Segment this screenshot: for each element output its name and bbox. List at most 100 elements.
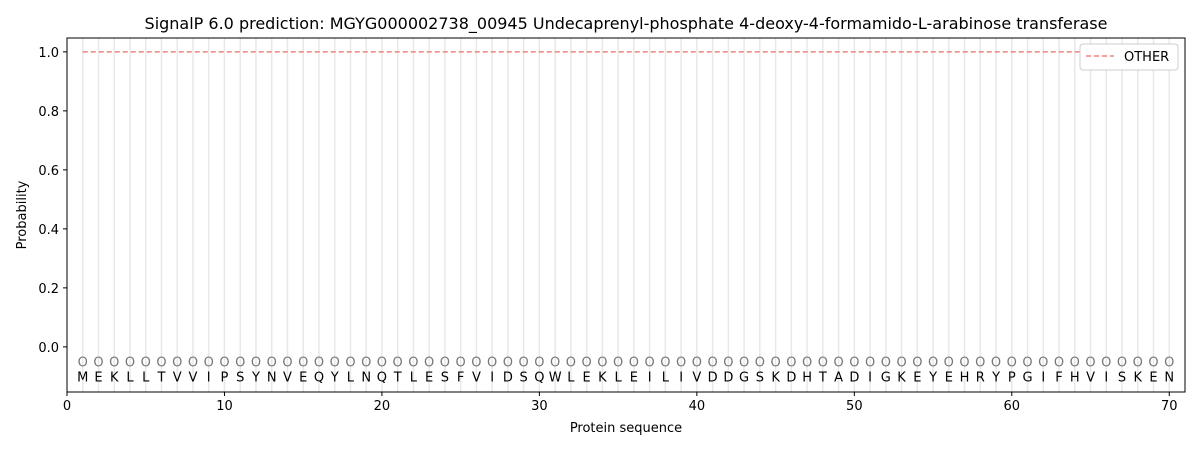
residue-letter: S [236, 370, 244, 385]
residue-label-marker: O [93, 356, 103, 371]
y-tick-label: 0.6 [38, 164, 59, 179]
residue-letter: V [283, 370, 292, 385]
legend-label-other: OTHER [1124, 50, 1169, 65]
residue-label-marker: O [125, 356, 135, 371]
residue-label-marker: O [1054, 356, 1064, 371]
residue-label-marker: O [896, 356, 906, 371]
residue-label-marker: O [1164, 356, 1174, 371]
residue-letter: L [615, 370, 623, 385]
residue-label-marker: O [1085, 356, 1095, 371]
residue-letter: T [157, 370, 166, 385]
residue-letter: Q [534, 370, 544, 385]
residue-label-marker: O [298, 356, 308, 371]
x-tick-label: 70 [1161, 399, 1178, 414]
residue-label-marker: O [267, 356, 277, 371]
x-tick-label: 30 [531, 399, 548, 414]
residue-label-marker: O [503, 356, 513, 371]
residue-letter: K [771, 370, 780, 385]
residue-letter: H [802, 370, 812, 385]
residue-letter: K [897, 370, 906, 385]
residue-letter: I [490, 370, 494, 385]
residue-label-marker: O [393, 356, 403, 371]
residue-letter: E [945, 370, 953, 385]
residue-letter: F [457, 370, 464, 385]
residue-label-marker: O [818, 356, 828, 371]
residue-label-marker: O [1022, 356, 1032, 371]
residue-letter: G [881, 370, 891, 385]
residue-label-marker: O [487, 356, 497, 371]
residue-label-marker: O [550, 356, 560, 371]
residue-letter: I [679, 370, 683, 385]
x-tick-label: 40 [689, 399, 706, 414]
residue-label-marker: O [440, 356, 450, 371]
residue-letter: E [630, 370, 638, 385]
residue-label-marker: O [1101, 356, 1111, 371]
residue-letter: V [472, 370, 481, 385]
residue-letter: V [173, 370, 182, 385]
residue-letter: L [142, 370, 150, 385]
residue-label-marker: O [1007, 356, 1017, 371]
residue-label-marker: O [251, 356, 261, 371]
residue-label-marker: O [566, 356, 576, 371]
residue-label-marker: O [519, 356, 529, 371]
y-axis-label: Probability [15, 180, 30, 249]
residue-label-marker: O [172, 356, 182, 371]
residue-letter: G [739, 370, 749, 385]
residue-letter: S [520, 370, 528, 385]
residue-label-marker: O [613, 356, 623, 371]
chart-title: SignalP 6.0 prediction: MGYG000002738_00… [145, 14, 1108, 34]
residue-label-marker: O [408, 356, 418, 371]
y-tick-label: 1.0 [38, 46, 59, 61]
residue-letter: L [126, 370, 134, 385]
residue-label-marker: O [361, 356, 371, 371]
residue-letter: E [913, 370, 921, 385]
x-tick-label: 10 [216, 399, 233, 414]
residue-letter: L [567, 370, 575, 385]
residue-label-marker: O [1148, 356, 1158, 371]
residue-label-marker: O [377, 356, 387, 371]
residue-label-marker: O [802, 356, 812, 371]
residue-label-marker: O [944, 356, 954, 371]
residue-letter: W [549, 370, 562, 385]
residue-letter: D [503, 370, 513, 385]
residue-letter: I [207, 370, 211, 385]
legend: OTHER [1079, 43, 1179, 71]
residue-letter: E [94, 370, 102, 385]
residue-label-marker: O [676, 356, 686, 371]
residue-letter: L [410, 370, 418, 385]
residue-label-marker: O [141, 356, 151, 371]
residue-letter: T [818, 370, 827, 385]
residue-label-marker: O [78, 356, 88, 371]
residue-letter: E [425, 370, 433, 385]
residue-label-marker: O [912, 356, 922, 371]
residue-letter: I [1041, 370, 1045, 385]
residue-letter: I [868, 370, 872, 385]
residue-label-marker: O [786, 356, 796, 371]
residue-letter: L [662, 370, 670, 385]
residue-letter: H [960, 370, 970, 385]
plot-frame [66, 37, 1186, 393]
residue-letter: M [77, 370, 88, 385]
residue-label-marker: O [456, 356, 466, 371]
residue-letter: V [1086, 370, 1095, 385]
residue-label-marker: O [739, 356, 749, 371]
residue-label-marker: O [345, 356, 355, 371]
residue-label-marker: O [849, 356, 859, 371]
residue-letter: F [1055, 370, 1062, 385]
residue-label-marker: O [156, 356, 166, 371]
residue-letter: S [1118, 370, 1126, 385]
residue-label-marker: O [928, 356, 938, 371]
residue-letter: I [1104, 370, 1108, 385]
residue-letter: S [441, 370, 449, 385]
residue-label-marker: O [959, 356, 969, 371]
residue-letter: N [1164, 370, 1174, 385]
residue-label-marker: O [471, 356, 481, 371]
residue-label-marker: O [219, 356, 229, 371]
residue-label-marker: O [314, 356, 324, 371]
residue-letter: K [1133, 370, 1142, 385]
residue-letter: H [1070, 370, 1080, 385]
residue-letter: Y [928, 370, 937, 385]
residue-letter: Y [330, 370, 339, 385]
residue-label-marker: O [188, 356, 198, 371]
